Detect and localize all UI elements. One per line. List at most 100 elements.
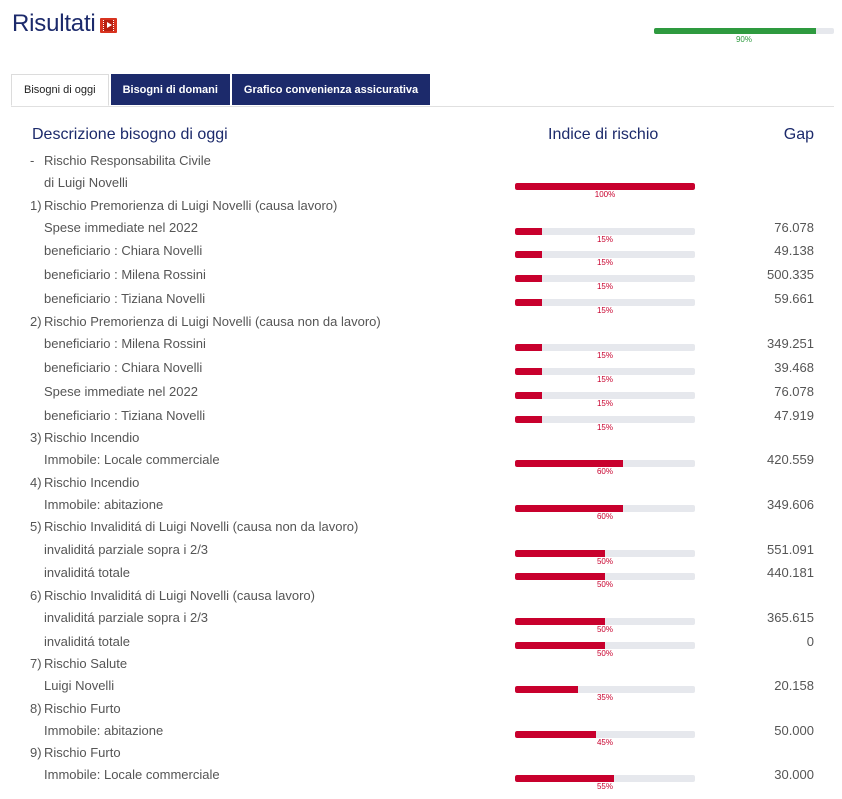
risk-index-track <box>515 183 695 190</box>
risk-index-bar: 50% <box>515 573 695 589</box>
risk-item-label: Spese immediate nel 2022 <box>44 384 198 399</box>
risk-index-track <box>515 775 695 782</box>
risk-index-track <box>515 731 695 738</box>
risk-item-row: beneficiario : Milena Rossini 15% 349.251 <box>0 333 842 360</box>
risk-item-row: invaliditá totale 50% 440.181 <box>0 562 842 589</box>
tab-bisogni-di-domani[interactable]: Bisogni di domani <box>110 74 230 105</box>
column-header-risk-index: Indice di rischio <box>548 126 659 143</box>
risk-index-track <box>515 228 695 235</box>
risk-item-row: di Luigi Novelli 100% <box>0 172 842 199</box>
risk-index-fill <box>515 642 605 649</box>
risk-index-track <box>515 460 695 467</box>
page-title-text: Risultati <box>12 10 96 37</box>
risk-index-bar: 100% <box>515 183 695 199</box>
risk-item-label: Spese immediate nel 2022 <box>44 220 198 235</box>
risk-index-track <box>515 642 695 649</box>
risk-item-label: beneficiario : Tiziana Novelli <box>44 291 206 306</box>
risk-item-row: beneficiario : Tiziana Novelli 15% 47.919 <box>0 405 842 432</box>
risk-index-bar: 55% <box>515 775 695 791</box>
risk-item-row: beneficiario : Milena Rossini 15% 500.335 <box>0 264 842 291</box>
risk-group-title: Rischio Invaliditá di Luigi Novelli (cau… <box>44 519 359 534</box>
video-icon[interactable] <box>99 17 117 33</box>
risk-index-fill <box>515 392 542 399</box>
risk-index-fill <box>515 251 542 258</box>
risk-index-bar: 60% <box>515 460 695 476</box>
risk-item-label: Immobile: Locale commerciale <box>44 767 220 782</box>
risk-group-title: Rischio Premorienza di Luigi Novelli (ca… <box>44 314 381 329</box>
risk-group-title: Rischio Incendio <box>44 430 140 445</box>
gap-value: 49.138 <box>774 243 814 258</box>
risk-item-row: invaliditá parziale sopra i 2/3 50% 365.61… <box>0 607 842 634</box>
risk-index-percent: 50% <box>596 649 613 658</box>
tab-grafico-convenienza[interactable]: Grafico convenienza assicurativa <box>231 74 431 105</box>
risk-item-label: Immobile: abitazione <box>44 723 164 738</box>
gap-value: 349.251 <box>767 336 814 351</box>
risk-index-fill <box>515 275 542 282</box>
risk-index-percent: 15% <box>596 423 613 432</box>
risk-index-percent: 50% <box>596 557 613 566</box>
risk-index-fill <box>515 550 605 557</box>
risk-item-row: Immobile: abitazione 60% 349.606 <box>0 494 842 521</box>
risk-item-row: Spese immediate nel 2022 15% 76.078 <box>0 217 842 244</box>
gap-value: 349.606 <box>767 497 814 512</box>
risk-group-row: 8) Rischio Furto <box>0 698 842 720</box>
risk-group-number: 2) <box>30 314 42 329</box>
risk-index-fill <box>515 416 542 423</box>
risk-item-row: Luigi Novelli 35% 20.158 <box>0 675 842 702</box>
risk-index-bar: 15% <box>515 392 695 408</box>
risk-item-row: Immobile: abitazione 45% 50.000 <box>0 720 842 747</box>
risk-group-number: 9) <box>30 745 42 760</box>
risk-index-bar: 60% <box>515 505 695 521</box>
risk-group-row: 7) Rischio Salute <box>0 653 842 675</box>
risk-item-label: di Luigi Novelli <box>44 175 128 190</box>
risk-index-bar: 50% <box>515 642 695 658</box>
gap-value: 20.158 <box>774 678 814 693</box>
risk-item-label: Immobile: abitazione <box>44 497 164 512</box>
risk-group-number: 1) <box>30 198 42 213</box>
risk-item-label: Immobile: Locale commerciale <box>44 452 220 467</box>
risk-group-row: 1) Rischio Premorienza di Luigi Novelli (… <box>0 195 842 217</box>
tab-bisogni-di-oggi[interactable]: Bisogni di oggi <box>11 74 109 106</box>
risk-group-number: 3) <box>30 430 42 445</box>
risk-index-bar: 50% <box>515 618 695 634</box>
risk-item-label: invaliditá totale <box>44 634 130 649</box>
risk-index-percent: 15% <box>596 258 613 267</box>
risk-index-percent: 15% <box>596 399 613 408</box>
risk-group-row: 3) Rischio Incendio <box>0 427 842 449</box>
risk-group-title: Rischio Responsabilita Civile <box>44 153 211 168</box>
risk-group-number: - <box>30 153 35 168</box>
risk-index-fill <box>515 228 542 235</box>
risk-group-title: Rischio Furto <box>44 701 121 716</box>
risk-group-row: 6) Rischio Invaliditá di Luigi Novelli (c… <box>0 585 842 607</box>
risk-index-percent: 100% <box>594 190 616 199</box>
risk-group-row: 4) Rischio Incendio <box>0 472 842 494</box>
page-title: Risultati <box>12 10 117 38</box>
risk-index-fill <box>515 183 695 190</box>
gap-value: 365.615 <box>767 610 814 625</box>
risk-index-fill <box>515 344 542 351</box>
risk-index-percent: 45% <box>596 738 613 747</box>
risk-index-track <box>515 416 695 423</box>
risk-index-track <box>515 299 695 306</box>
risk-index-track <box>515 275 695 282</box>
risk-group-title: Rischio Salute <box>44 656 128 671</box>
gap-value: 30.000 <box>774 767 814 782</box>
risk-group-title: Rischio Furto <box>44 745 121 760</box>
gap-value: 551.091 <box>767 542 814 557</box>
column-header-description: Descrizione bisogno di oggi <box>32 126 228 143</box>
risk-index-percent: 60% <box>596 467 613 476</box>
risk-index-bar: 15% <box>515 416 695 432</box>
risk-group-number: 6) <box>30 588 42 603</box>
risk-item-row: invaliditá totale 50% 0 <box>0 631 842 658</box>
completion-progress-label: 90% <box>735 35 752 44</box>
risk-index-fill <box>515 505 623 512</box>
risk-index-bar: 15% <box>515 368 695 384</box>
risk-group-title: Rischio Incendio <box>44 475 140 490</box>
risk-group-number: 4) <box>30 475 42 490</box>
risk-index-track <box>515 686 695 693</box>
risk-item-row: invaliditá parziale sopra i 2/3 50% 551.09… <box>0 539 842 566</box>
risk-index-fill <box>515 299 542 306</box>
risk-index-percent: 60% <box>596 512 613 521</box>
risk-item-label: Luigi Novelli <box>44 678 115 693</box>
risk-item-label: beneficiario : Milena Rossini <box>44 267 206 282</box>
